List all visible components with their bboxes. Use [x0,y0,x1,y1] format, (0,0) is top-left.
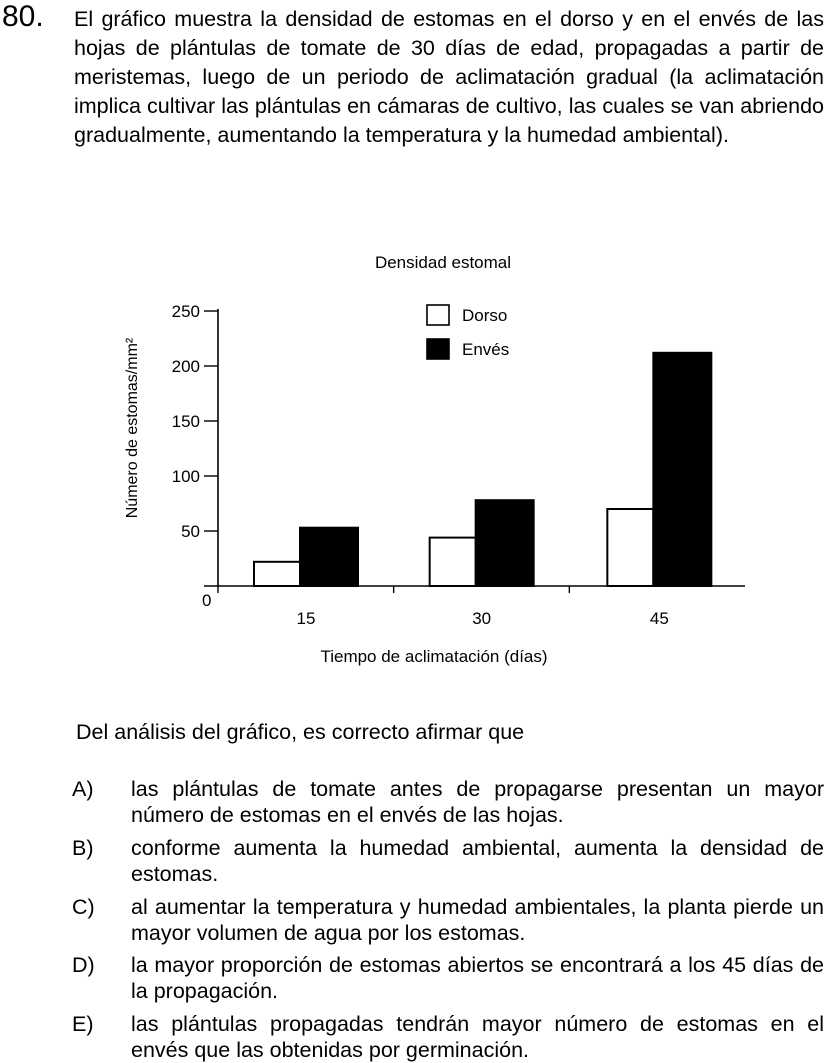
question-prompt: Del análisis del gráfico, es correcto af… [76,720,525,744]
option-e[interactable]: E) las plántulas propagadas tendrán mayo… [72,1011,824,1063]
y-axis-label: Número de estomas/mm² [124,337,141,518]
option-d[interactable]: D) la mayor proporción de estomas abiert… [72,952,824,1004]
y-tick-label: 50 [181,522,200,541]
bar-dorso-15 [253,560,301,587]
option-e-text: las plántulas propagadas tendrán mayor n… [131,1012,824,1062]
question-stem: El gráfico muestra la densidad de estoma… [74,7,824,147]
x-axis-label: Tiempo de aclimatación (días) [320,647,547,666]
option-b-letter: B) [72,836,94,860]
x-tick-label: 45 [650,609,669,628]
option-d-letter: D) [72,953,95,977]
option-c-letter: C) [72,895,95,919]
y-tick-label: 100 [172,467,200,486]
option-c[interactable]: C) al aumentar la temperatura y humedad … [72,894,824,946]
bar-envs-45 [652,351,713,587]
legend-swatch-envs [426,338,450,360]
question-number: 80. [2,0,44,33]
option-e-letter: E) [72,1012,94,1036]
option-d-text: la mayor proporción de estomas abiertos … [131,953,824,1003]
y-tick-label: 150 [172,412,200,431]
option-b-text: conforme aumenta la humedad ambiental, a… [131,836,824,886]
y-tick-label: 200 [172,357,200,376]
x-tick-label: 30 [472,609,491,628]
bar-dorso-30 [428,536,477,587]
bar-dorso-45 [606,508,655,587]
y-tick-label: 250 [172,302,200,321]
option-a-text: las plántulas de tomate antes de propaga… [131,777,824,827]
option-a[interactable]: A) las plántulas de tomate antes de prop… [72,776,824,828]
origin-label: 0 [202,591,211,610]
option-b[interactable]: B) conforme aumenta la humedad ambiental… [72,835,824,887]
legend-label-envs: Envés [462,340,509,359]
legend-label-dorso: Dorso [462,306,507,325]
stomatal-density-chart: Dorso Envés 50 100 150 200 250 0 15 30 45 Tiempo d… [124,302,745,666]
option-a-letter: A) [72,777,94,801]
chart-title: Densidad estomal [374,253,512,272]
bar-envs-15 [299,526,359,588]
bar-envs-30 [474,499,535,588]
option-c-text: al aumentar la temperatura y humedad amb… [131,895,824,945]
x-tick-label: 15 [297,609,316,628]
legend-swatch-dorso [426,304,450,326]
